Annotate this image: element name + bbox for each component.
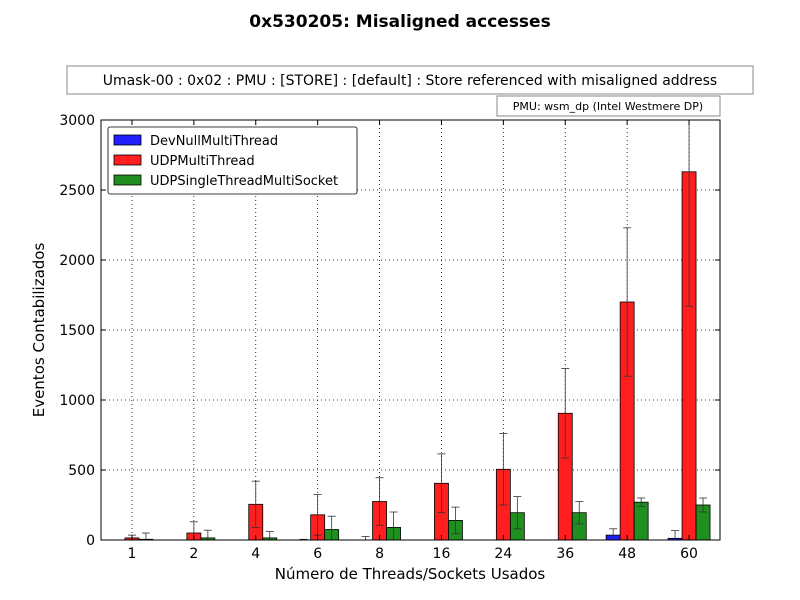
pmu-note-box <box>496 95 721 117</box>
y-tick-label-4: 2000 <box>59 253 95 269</box>
legend-label-UDPMultiThread: UDPMultiThread <box>150 154 255 169</box>
y-tick-label-6: 3000 <box>59 113 95 129</box>
legend-swatch-UDPMultiThread <box>113 154 142 166</box>
chart-title: 0x530205: Misaligned accesses <box>249 12 550 32</box>
chart-subtitle: Umask-00 : 0x02 : PMU : [STORE] : [defau… <box>103 73 717 89</box>
pmu-note: PMU: wsm_dp (Intel Westmere DP) <box>513 100 703 113</box>
x-tick-label-8: 48 <box>618 546 636 562</box>
y-tick-label-1: 500 <box>68 463 95 479</box>
x-tick-label-1: 2 <box>189 546 198 562</box>
legend-swatch-DevNullMultiThread <box>113 134 142 146</box>
y-tick-label-2: 1000 <box>59 393 95 409</box>
y-axis-label: Eventos Contabilizados <box>30 243 48 418</box>
x-tick-label-9: 60 <box>680 546 698 562</box>
x-tick-label-3: 6 <box>313 546 322 562</box>
legend-label-DevNullMultiThread: DevNullMultiThread <box>150 134 278 149</box>
legend-swatch-UDPSingleThreadMultiSocket <box>113 174 142 186</box>
legend-label-UDPSingleThreadMultiSocket: UDPSingleThreadMultiSocket <box>150 174 338 189</box>
x-tick-label-4: 8 <box>375 546 384 562</box>
legend-box <box>107 126 358 195</box>
x-axis-label: Número de Threads/Sockets Usados <box>275 565 546 583</box>
legend: DevNullMultiThread UDPMultiThread UDPSingl… <box>107 126 358 195</box>
bar-UDPSingleThreadMultiSocket-48 <box>633 501 649 541</box>
x-tick-label-2: 4 <box>251 546 260 562</box>
x-tick-label-6: 24 <box>494 546 512 562</box>
x-tick-label-0: 1 <box>127 546 136 562</box>
y-tick-label-5: 2500 <box>59 183 95 199</box>
y-tick-label-0: 0 <box>86 533 95 549</box>
x-tick-label-5: 16 <box>433 546 451 562</box>
y-tick-label-3: 1500 <box>59 323 95 339</box>
x-tick-label-7: 36 <box>556 546 574 562</box>
subtitle-box <box>66 65 754 95</box>
